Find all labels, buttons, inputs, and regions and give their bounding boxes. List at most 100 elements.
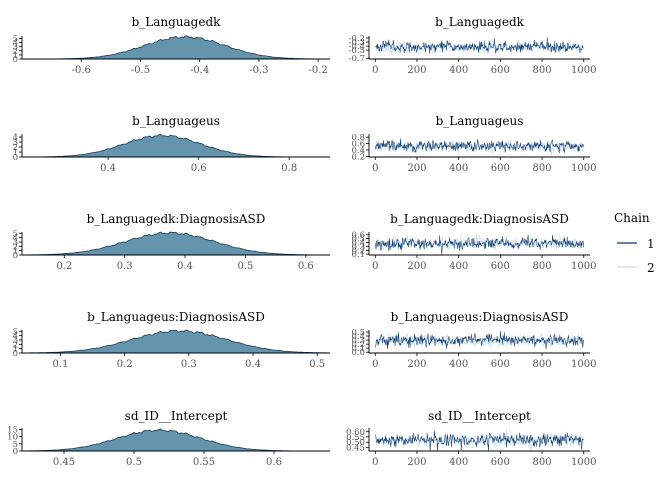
y-tick-label: 3 — [13, 238, 18, 248]
x-tick-label: 0 — [372, 163, 378, 174]
x-tick-label: 800 — [533, 163, 552, 174]
density-area — [22, 330, 330, 353]
panel-title: sd_ID__Intercept — [428, 409, 531, 423]
density-panel-3: b_Languagedk:DiagnosisASD 0.2 0.3 0.4 0.5 0.6… — [13, 212, 330, 272]
x-tick-label: 0.2 — [117, 359, 133, 370]
y-tick-label: 0.3 — [351, 336, 365, 346]
x-tick-label: -0.6 — [72, 65, 91, 76]
x-tick-label: -0.5 — [131, 65, 150, 76]
x-tick-label: 0.1 — [53, 359, 69, 370]
x-tick-label: 0.4 — [245, 359, 261, 370]
x-tick-label: 400 — [449, 65, 468, 76]
y-tick-label: 3 — [13, 138, 18, 148]
y-tick-label: 4 — [13, 133, 18, 143]
y-tick-label: 4 — [13, 39, 18, 49]
y-tick-label: -0.3 — [349, 38, 365, 48]
y-tick-label: 0.5 — [351, 235, 365, 245]
panel-title: b_Languagedk:DiagnosisASD — [87, 212, 266, 226]
y-tick-label: 2 — [13, 47, 18, 57]
x-tick-label: -0.4 — [190, 65, 209, 76]
x-tick-label: 1000 — [571, 457, 596, 468]
x-tick-label: 0 — [372, 457, 378, 468]
x-tick-label: 800 — [533, 359, 552, 370]
density-area — [22, 232, 330, 255]
y-tick-label: 1 — [13, 345, 18, 355]
y-tick-label: 0.50 — [346, 438, 365, 448]
x-tick-label: 200 — [407, 457, 426, 468]
x-tick-label: 0.5 — [237, 261, 253, 272]
y-tick-label: 0 — [13, 55, 18, 65]
x-tick-label: 800 — [533, 261, 552, 272]
panel-title: b_Languagedk — [435, 15, 525, 29]
y-tick-label: 0.6 — [351, 140, 365, 150]
legend: Chain 1 2 — [614, 211, 655, 275]
y-tick-label: 0.55 — [346, 433, 365, 443]
y-tick-label: -0.7 — [349, 54, 365, 64]
trace-chain-1 — [375, 330, 584, 350]
x-tick-label: 1000 — [571, 359, 596, 370]
x-tick-label: 0.8 — [281, 163, 297, 174]
panel-title: b_Languagedk:DiagnosisASD — [390, 212, 569, 226]
x-tick-label: 600 — [491, 457, 510, 468]
y-tick-label: 0.1 — [351, 344, 365, 354]
y-tick-label: 0.5 — [351, 328, 365, 338]
y-tick-label: 2 — [13, 340, 18, 350]
y-tick-label: 0.4 — [351, 332, 365, 342]
x-tick-label: 0 — [372, 65, 378, 76]
x-tick-label: -0.3 — [249, 65, 268, 76]
x-tick-label: 1000 — [571, 261, 596, 272]
y-tick-label: -0.2 — [349, 34, 365, 44]
y-tick-label: 0.4 — [351, 146, 365, 156]
legend-label-1: 1 — [647, 237, 655, 251]
y-tick-label: 0.6 — [351, 231, 365, 241]
x-tick-label: 0.4 — [100, 163, 116, 174]
x-tick-label: 800 — [533, 457, 552, 468]
x-tick-label: 400 — [449, 261, 468, 272]
trace-panel-3: b_Languagedk:DiagnosisASD 0 200 400 600 800 10… — [351, 212, 596, 272]
x-tick-label: 600 — [491, 261, 510, 272]
panel-title: b_Languageus:DiagnosisASD — [391, 310, 569, 324]
y-tick-label: 10 — [7, 433, 18, 443]
x-tick-label: 0.6 — [298, 261, 314, 272]
density-line — [22, 35, 331, 60]
panel-title: b_Languageus:DiagnosisASD — [87, 310, 265, 324]
trace-panel-2: b_Languageus 0 200 400 600 800 1000 0.20.40.60.… — [351, 114, 596, 174]
x-tick-label: 400 — [449, 457, 468, 468]
x-tick-label: 0.5 — [126, 457, 142, 468]
density-area — [22, 428, 330, 451]
trace-chain-1 — [375, 234, 584, 256]
x-tick-label: 200 — [407, 359, 426, 370]
x-tick-label: 0.6 — [191, 163, 207, 174]
y-tick-label: 2 — [13, 143, 18, 153]
trace-panel-5: sd_ID__Intercept 0 200 400 600 800 1000 0.450.5… — [346, 409, 596, 468]
x-tick-label: 800 — [533, 65, 552, 76]
y-tick-label: 0.2 — [351, 152, 365, 162]
y-tick-label: 15 — [7, 425, 18, 435]
y-tick-label: 3 — [13, 336, 18, 346]
y-tick-label: 0.2 — [351, 246, 365, 256]
y-tick-label: 5 — [13, 440, 18, 450]
y-tick-label: -0.5 — [349, 46, 365, 56]
y-tick-label: 3 — [13, 43, 18, 53]
x-tick-label: 600 — [491, 65, 510, 76]
x-tick-label: 0.45 — [53, 457, 75, 468]
x-tick-label: 1000 — [571, 163, 596, 174]
density-area — [22, 134, 330, 157]
y-tick-label: 0.0 — [351, 348, 365, 358]
x-tick-label: 1000 — [571, 65, 596, 76]
legend-label-2: 2 — [647, 261, 655, 275]
trace-chain-2 — [375, 138, 584, 157]
legend-title: Chain — [614, 211, 650, 225]
y-tick-label: 0.3 — [351, 242, 365, 252]
x-tick-label: 0.3 — [117, 261, 133, 272]
y-tick-label: 0 — [13, 349, 18, 359]
x-tick-label: 0.2 — [56, 261, 72, 272]
x-tick-label: 0 — [372, 359, 378, 370]
y-tick-label: 1 — [13, 247, 18, 257]
trace-chain-1 — [375, 37, 584, 54]
density-line — [21, 329, 331, 354]
x-tick-label: 600 — [491, 163, 510, 174]
x-tick-label: 200 — [407, 163, 426, 174]
